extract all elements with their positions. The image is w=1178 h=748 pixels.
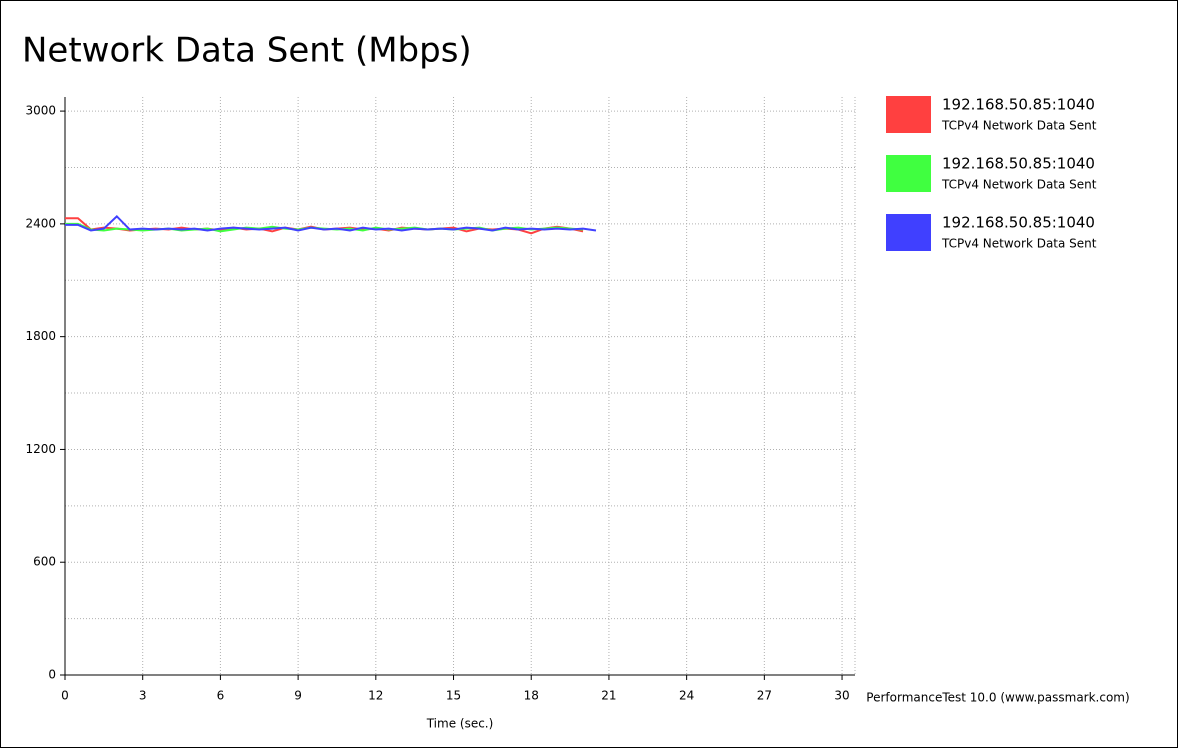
legend-description: TCPv4 Network Data Sent <box>941 237 1097 251</box>
x-tick-label: 0 <box>61 689 69 703</box>
x-tick-label: 27 <box>757 689 772 703</box>
series-line <box>65 214 597 232</box>
legend-name: 192.168.50.85:1040 <box>942 96 1095 114</box>
x-axis-label: Time (sec.) <box>426 717 494 731</box>
y-tick-label: 1800 <box>25 329 56 343</box>
legend-swatch <box>886 155 931 192</box>
x-tick-label: 24 <box>679 689 694 703</box>
y-tick-label: 1200 <box>25 442 56 456</box>
legend-description: TCPv4 Network Data Sent <box>941 178 1097 192</box>
x-tick-label: 18 <box>524 689 539 703</box>
legend-name: 192.168.50.85:1040 <box>942 214 1095 232</box>
x-tick-label: 12 <box>368 689 383 703</box>
legend-swatch <box>886 214 931 251</box>
y-tick-label: 600 <box>33 555 56 569</box>
x-tick-label: 9 <box>294 689 302 703</box>
legend-name: 192.168.50.85:1040 <box>942 155 1095 173</box>
x-tick-label: 21 <box>601 689 616 703</box>
x-tick-label: 30 <box>834 689 849 703</box>
footer: PerformanceTest 10.0 (www.passmark.com) <box>866 691 1129 705</box>
legend-description: TCPv4 Network Data Sent <box>941 119 1097 133</box>
y-tick-label: 2400 <box>25 216 56 230</box>
x-tick-label: 3 <box>139 689 147 703</box>
x-tick-label: 6 <box>217 689 225 703</box>
y-tick-label: 3000 <box>25 104 56 118</box>
chart-title: Network Data Sent (Mbps) <box>22 31 472 71</box>
legend-swatch <box>886 96 931 133</box>
y-tick-label: 0 <box>48 668 56 682</box>
x-tick-label: 15 <box>446 689 461 703</box>
